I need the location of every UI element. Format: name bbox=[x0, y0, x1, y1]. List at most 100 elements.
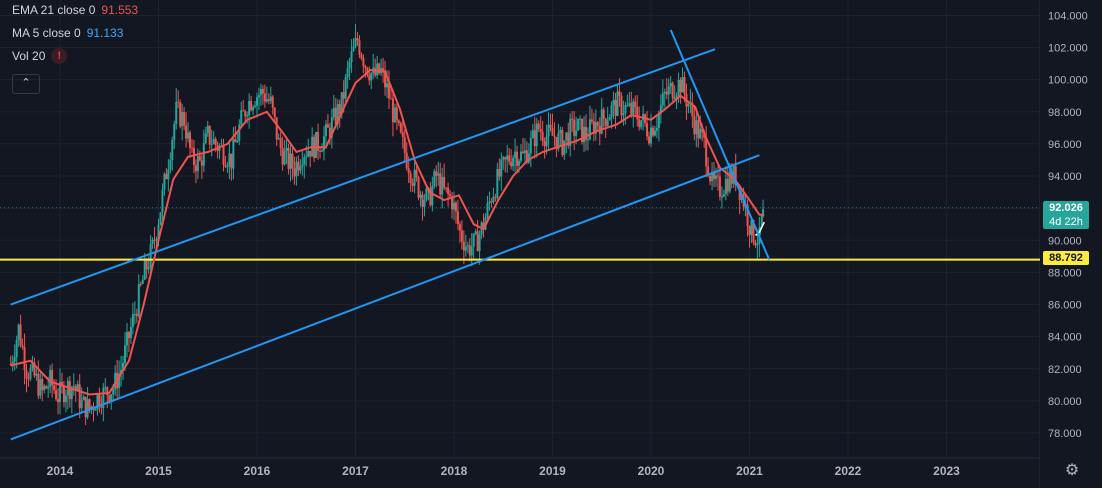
time-tick-label: 2020 bbox=[638, 464, 665, 478]
candle-body bbox=[265, 99, 268, 102]
ma-value: 91.133 bbox=[86, 26, 124, 40]
candle-body bbox=[514, 151, 517, 158]
candle-body bbox=[441, 177, 444, 195]
collapse-legend-button[interactable]: ⌃ bbox=[12, 74, 40, 94]
candle-body bbox=[33, 362, 36, 376]
candle-body bbox=[665, 91, 668, 95]
candle-body bbox=[133, 313, 136, 315]
candle-body bbox=[386, 83, 389, 88]
candle-body bbox=[650, 127, 652, 144]
candle-body bbox=[303, 157, 306, 165]
indicator-lines bbox=[0, 29, 1040, 441]
candle-body bbox=[476, 231, 479, 252]
time-tick-label: 2016 bbox=[244, 464, 271, 478]
candle-body bbox=[531, 130, 534, 138]
candle-body bbox=[403, 137, 406, 153]
ma-label: MA 5 close 0 bbox=[12, 26, 81, 40]
candle-body bbox=[715, 175, 718, 179]
candle-body bbox=[248, 100, 251, 116]
candle-body bbox=[681, 77, 684, 93]
candle-body bbox=[711, 171, 714, 182]
candle-body bbox=[194, 165, 197, 172]
candle-body bbox=[648, 136, 651, 144]
candle-body bbox=[464, 246, 467, 251]
candle-body bbox=[391, 98, 394, 123]
candle-body bbox=[118, 373, 121, 389]
candle-body bbox=[671, 82, 674, 99]
candle-body bbox=[709, 175, 712, 182]
candle-body bbox=[350, 51, 353, 63]
candle-body bbox=[504, 157, 507, 160]
time-axis[interactable]: 2014 2015 2016 2017 2018 2019 2020 2021 2022 2023 bbox=[47, 464, 961, 478]
candle-body bbox=[151, 239, 154, 244]
candle-body bbox=[256, 97, 258, 106]
time-tick-label: 2023 bbox=[933, 464, 960, 478]
candle-body bbox=[244, 111, 247, 117]
price-tick-label: 90.000 bbox=[1048, 235, 1082, 247]
candle-body bbox=[384, 70, 387, 88]
candle-body bbox=[340, 92, 343, 115]
legend-vol[interactable]: Vol 20 ! bbox=[12, 48, 68, 64]
candle-body bbox=[84, 396, 87, 418]
candle-body bbox=[470, 246, 473, 256]
candle-body bbox=[561, 130, 564, 155]
legend-ema[interactable]: EMA 21 close 0 91.553 bbox=[12, 3, 138, 17]
candle-body bbox=[200, 160, 203, 166]
price-axis[interactable]: 104.000 102.000 100.000 98.000 96.000 94.000 9… bbox=[1040, 0, 1102, 488]
candle-body bbox=[68, 381, 71, 400]
candle-body bbox=[443, 177, 446, 188]
candle-body bbox=[602, 109, 605, 119]
candle-body bbox=[693, 116, 696, 135]
candle-body bbox=[307, 150, 310, 157]
candle-body bbox=[586, 139, 589, 141]
candle-body bbox=[474, 231, 477, 234]
candle-body bbox=[55, 390, 58, 400]
candle-body bbox=[9, 363, 12, 365]
candle-body bbox=[537, 123, 540, 129]
candle-body bbox=[571, 118, 574, 120]
candle-body bbox=[632, 101, 635, 114]
candle-body bbox=[581, 118, 584, 143]
candle-body bbox=[135, 313, 138, 317]
candle-body bbox=[705, 137, 708, 167]
candle-body bbox=[348, 62, 351, 69]
candle-body bbox=[726, 178, 729, 192]
candle-body bbox=[86, 399, 89, 418]
chevron-up-icon: ⌃ bbox=[21, 77, 31, 89]
candle-body bbox=[677, 79, 680, 96]
candle-body bbox=[734, 166, 737, 185]
price-tick-label: 98.000 bbox=[1048, 107, 1082, 119]
candle-body bbox=[622, 113, 625, 116]
candle-body bbox=[271, 96, 274, 108]
candle-body bbox=[106, 387, 109, 396]
candle-body bbox=[324, 124, 327, 137]
candle-body bbox=[754, 242, 757, 246]
candle-body bbox=[322, 136, 325, 151]
candle-body bbox=[545, 136, 548, 147]
candle-body bbox=[149, 243, 152, 268]
legend-ma[interactable]: MA 5 close 0 91.133 bbox=[12, 26, 123, 40]
candle-body bbox=[173, 124, 176, 140]
candle-body bbox=[612, 99, 615, 106]
candle-body bbox=[449, 194, 452, 197]
candle-body bbox=[496, 169, 499, 198]
candle-body bbox=[583, 126, 586, 143]
trendline bbox=[669, 29, 771, 260]
candle-body bbox=[297, 161, 300, 171]
gear-icon[interactable]: ⚙ bbox=[1064, 462, 1080, 479]
candle-body bbox=[120, 369, 123, 374]
candle-body bbox=[289, 153, 292, 169]
candle-body bbox=[234, 139, 237, 143]
candle-body bbox=[246, 115, 249, 117]
candle-body bbox=[492, 196, 495, 203]
trendline bbox=[10, 154, 760, 441]
price-tick-label: 102.000 bbox=[1048, 43, 1088, 55]
candle-body bbox=[167, 169, 170, 180]
candle-body bbox=[498, 169, 501, 177]
candle-body bbox=[267, 99, 270, 102]
candle-body bbox=[226, 166, 229, 168]
warning-icon[interactable]: ! bbox=[51, 48, 68, 64]
candle-body bbox=[43, 386, 46, 391]
candle-body bbox=[661, 93, 664, 106]
